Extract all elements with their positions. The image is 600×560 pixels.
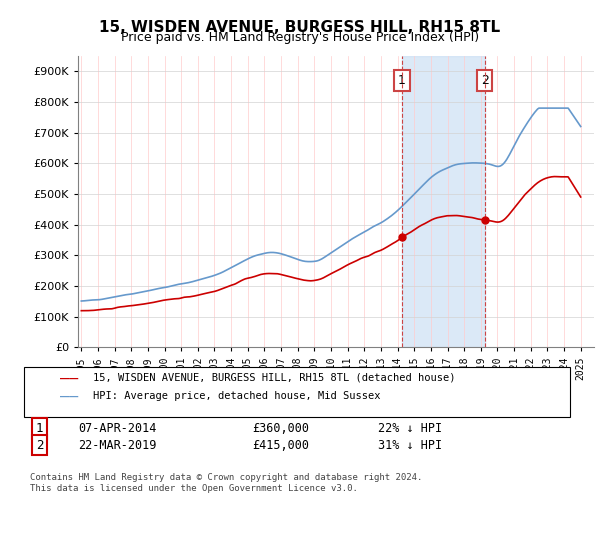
Text: 2: 2 [36, 438, 44, 452]
Text: 31% ↓ HPI: 31% ↓ HPI [378, 438, 442, 452]
Text: 22-MAR-2019: 22-MAR-2019 [78, 438, 157, 452]
Text: HPI: Average price, detached house, Mid Sussex: HPI: Average price, detached house, Mid … [93, 391, 380, 401]
Text: ——: —— [60, 371, 78, 385]
Text: 07-APR-2014: 07-APR-2014 [78, 422, 157, 435]
Text: 2: 2 [481, 74, 488, 87]
Text: Contains HM Land Registry data © Crown copyright and database right 2024.
This d: Contains HM Land Registry data © Crown c… [30, 473, 422, 493]
Text: 1: 1 [398, 74, 406, 87]
Text: £360,000: £360,000 [252, 422, 309, 435]
Text: ——: —— [60, 389, 78, 403]
Text: 1: 1 [36, 422, 44, 435]
Text: 22% ↓ HPI: 22% ↓ HPI [378, 422, 442, 435]
Text: 15, WISDEN AVENUE, BURGESS HILL, RH15 8TL (detached house): 15, WISDEN AVENUE, BURGESS HILL, RH15 8T… [93, 373, 455, 383]
Text: Price paid vs. HM Land Registry's House Price Index (HPI): Price paid vs. HM Land Registry's House … [121, 31, 479, 44]
Bar [402, 56, 485, 347]
Text: £415,000: £415,000 [252, 438, 309, 452]
Text: 15, WISDEN AVENUE, BURGESS HILL, RH15 8TL: 15, WISDEN AVENUE, BURGESS HILL, RH15 8T… [100, 20, 500, 35]
